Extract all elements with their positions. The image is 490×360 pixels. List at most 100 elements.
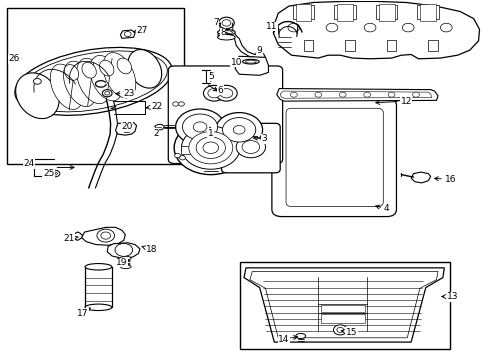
Circle shape <box>339 92 346 97</box>
Text: 21: 21 <box>63 234 78 243</box>
Circle shape <box>402 23 414 32</box>
Bar <box>376 5 397 19</box>
Bar <box>180 146 194 154</box>
Polygon shape <box>235 56 269 75</box>
Circle shape <box>102 90 112 97</box>
Text: 10: 10 <box>230 58 242 67</box>
Polygon shape <box>250 271 438 338</box>
Ellipse shape <box>99 60 114 76</box>
Ellipse shape <box>76 58 109 104</box>
Circle shape <box>175 109 224 145</box>
Circle shape <box>413 92 419 97</box>
Circle shape <box>174 153 180 158</box>
Ellipse shape <box>85 264 112 270</box>
Polygon shape <box>72 232 83 240</box>
Bar <box>304 40 314 51</box>
Ellipse shape <box>218 30 235 35</box>
Circle shape <box>216 85 237 101</box>
Circle shape <box>288 23 300 32</box>
Circle shape <box>337 327 343 332</box>
Bar <box>379 4 394 22</box>
Circle shape <box>208 89 220 98</box>
Circle shape <box>174 121 247 175</box>
FancyBboxPatch shape <box>168 66 283 163</box>
Bar <box>334 5 356 19</box>
Text: 8: 8 <box>220 28 229 37</box>
Ellipse shape <box>85 304 112 311</box>
Text: 22: 22 <box>146 102 163 111</box>
Text: 12: 12 <box>376 96 412 105</box>
Circle shape <box>97 229 115 242</box>
Circle shape <box>236 136 266 158</box>
Bar <box>387 40 396 51</box>
Bar <box>6 8 184 164</box>
Polygon shape <box>280 91 432 98</box>
FancyBboxPatch shape <box>272 98 396 217</box>
Bar <box>85 267 112 307</box>
Bar <box>428 40 438 51</box>
Circle shape <box>220 89 233 98</box>
Text: 9: 9 <box>255 46 263 55</box>
Text: 13: 13 <box>442 292 459 301</box>
Circle shape <box>105 91 110 95</box>
Ellipse shape <box>121 265 131 269</box>
Ellipse shape <box>245 60 256 63</box>
Ellipse shape <box>128 50 162 88</box>
Circle shape <box>291 92 297 97</box>
FancyBboxPatch shape <box>221 123 280 173</box>
Bar <box>293 5 315 19</box>
Circle shape <box>189 132 233 164</box>
Text: 6: 6 <box>218 86 223 95</box>
Polygon shape <box>218 33 266 58</box>
Circle shape <box>441 23 452 32</box>
Text: 17: 17 <box>77 308 90 318</box>
Circle shape <box>101 232 111 239</box>
Polygon shape <box>277 89 438 101</box>
Circle shape <box>326 23 338 32</box>
Ellipse shape <box>218 35 235 40</box>
Circle shape <box>364 92 370 97</box>
Circle shape <box>196 137 225 158</box>
Text: 15: 15 <box>341 328 357 337</box>
Bar <box>337 4 353 22</box>
Text: 27: 27 <box>133 26 148 35</box>
Bar <box>321 305 365 312</box>
Polygon shape <box>116 123 137 135</box>
Circle shape <box>124 32 131 37</box>
Text: 5: 5 <box>208 72 214 81</box>
Bar <box>345 40 355 51</box>
Circle shape <box>179 156 185 160</box>
Circle shape <box>364 23 376 32</box>
Circle shape <box>315 92 322 97</box>
FancyBboxPatch shape <box>286 108 383 207</box>
Circle shape <box>53 172 57 175</box>
Circle shape <box>122 126 132 133</box>
Circle shape <box>233 126 245 134</box>
Circle shape <box>216 113 263 147</box>
Ellipse shape <box>20 51 168 112</box>
Text: 23: 23 <box>116 89 134 98</box>
Ellipse shape <box>90 55 122 101</box>
Circle shape <box>33 78 41 84</box>
Ellipse shape <box>16 73 59 118</box>
Circle shape <box>178 102 184 106</box>
Text: 20: 20 <box>121 122 132 131</box>
Ellipse shape <box>220 31 233 34</box>
Circle shape <box>203 85 225 101</box>
Polygon shape <box>107 243 140 258</box>
Text: 16: 16 <box>435 175 456 184</box>
Text: 19: 19 <box>116 258 128 267</box>
Bar <box>321 315 365 323</box>
Bar <box>420 4 436 22</box>
Ellipse shape <box>64 61 96 107</box>
Ellipse shape <box>64 64 79 80</box>
Circle shape <box>51 170 60 177</box>
Circle shape <box>222 118 256 142</box>
Text: 3: 3 <box>254 134 268 143</box>
Text: 18: 18 <box>142 246 158 255</box>
Polygon shape <box>155 125 164 130</box>
Ellipse shape <box>117 58 131 74</box>
Polygon shape <box>244 268 444 342</box>
Ellipse shape <box>50 64 83 109</box>
Circle shape <box>333 325 347 335</box>
